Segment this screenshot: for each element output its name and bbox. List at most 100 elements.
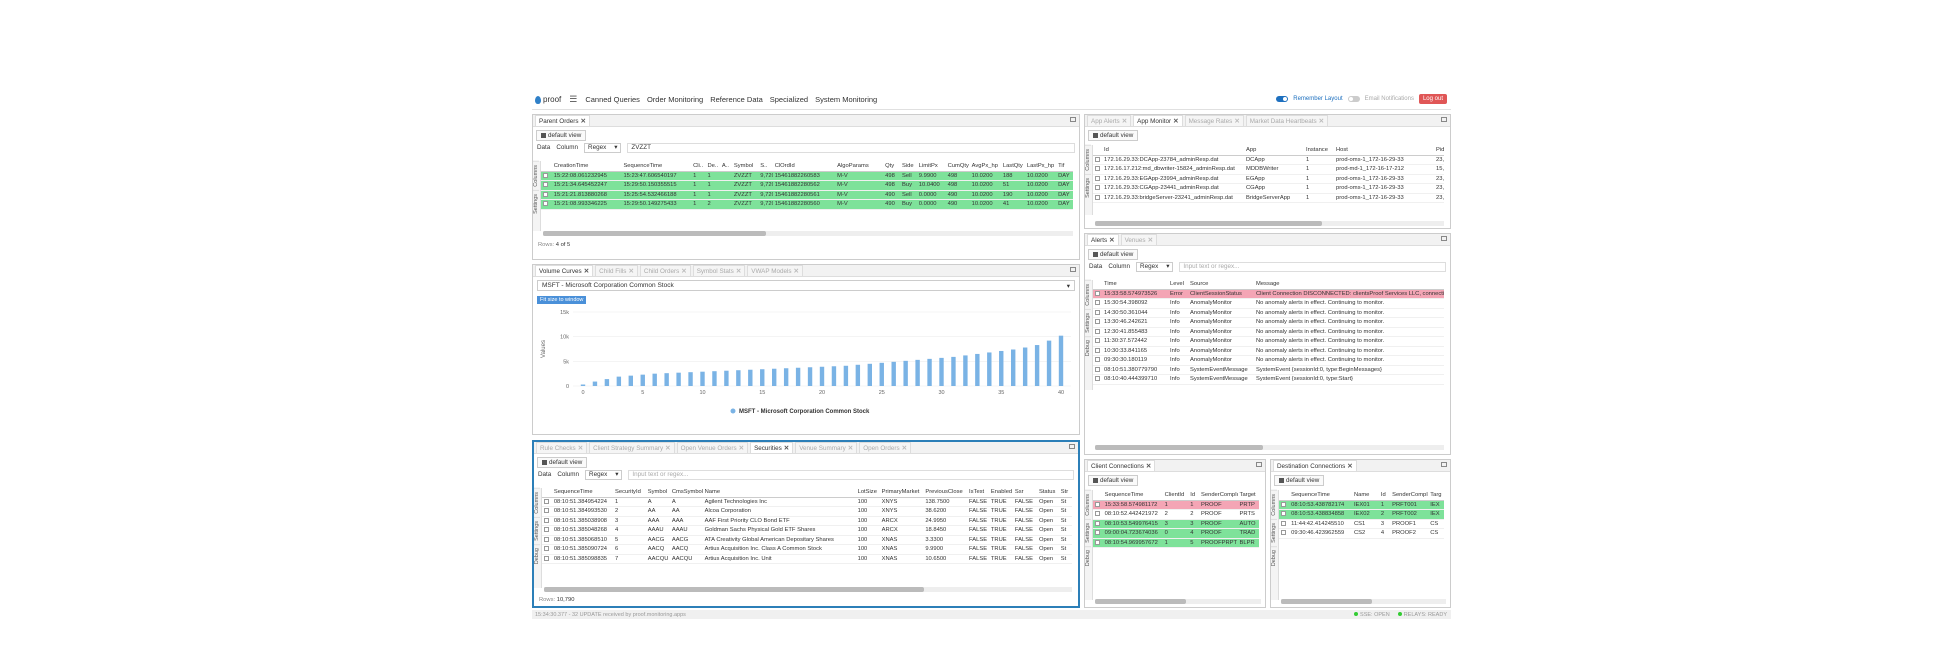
filter-input[interactable]: Input text or regex... [1179,261,1446,272]
tab-destination-connections[interactable]: Destination Connections ✕ [1273,460,1357,471]
close-icon[interactable]: ✕ [1121,118,1128,125]
table-row[interactable]: 08:10:51.385068510 5 AACG AACG ATA Creativit… [542,535,1072,545]
menu-canned-queries[interactable]: Canned Queries [585,95,640,104]
column-header[interactable]: Side [899,162,917,172]
table-row[interactable]: 08:10:51.385090724 6 AACQ AACQ Artius Acquis… [542,544,1072,555]
column-header[interactable]: Str [1058,488,1072,498]
column-header[interactable]: SequenceTime [1289,491,1352,501]
row-checkbox[interactable] [543,201,548,207]
table-row[interactable]: 15:22:08.061232945 15:23:47.606540197 1 1 ZV… [541,171,1073,181]
table-row[interactable]: 08:10:51.384954224 1 A A Agilent Technologie… [542,497,1072,507]
data-menu[interactable]: Data [538,471,552,478]
close-icon[interactable]: ✕ [1347,463,1353,470]
column-header[interactable]: Cli.. [691,162,706,172]
row-checkbox[interactable] [544,527,549,533]
email-notifications-toggle[interactable] [1347,96,1360,102]
close-icon[interactable]: ✕ [735,268,742,275]
tab-volume-curves[interactable]: Volume Curves ✕ [535,265,594,276]
table-row[interactable]: 09:30:30.180119 Info AnomalyMonitor No anom… [1093,355,1444,366]
table-row[interactable]: 15:21:08.993346225 15:29:50.149275433 1 2 ZV… [541,199,1073,210]
column-header[interactable]: Target [1237,491,1259,501]
column-header[interactable]: AlgoParams [835,162,884,172]
tab-alerts[interactable]: Alerts ✕ [1087,234,1119,245]
table-row[interactable]: 08:10:53.549976415 3 3 PROOF AUTO [1093,519,1259,529]
horizontal-scrollbar[interactable] [1095,221,1444,226]
row-checkbox[interactable] [1095,328,1100,334]
maximize-icon[interactable] [1441,462,1447,467]
row-checkbox[interactable] [1095,290,1100,296]
data-menu[interactable]: Data [537,144,551,151]
table-row[interactable]: 14:30:50.361044 Info AnomalyMonitor No anom… [1093,308,1444,318]
column-menu[interactable]: Column [1108,263,1131,270]
table-row[interactable]: 08:10:52.442421972 2 2 PROOF PRTS [1093,509,1259,520]
row-checkbox[interactable] [1095,347,1100,353]
table-row[interactable]: 08:10:40.444399710 Info SystemEventMessage… [1093,374,1444,385]
row-checkbox[interactable] [544,546,549,552]
column-header[interactable]: Instance [1304,146,1334,156]
column-header[interactable]: CumQty [945,162,970,172]
column-header[interactable]: Level [1168,280,1188,290]
column-header[interactable]: Id [1102,146,1244,156]
regex-select[interactable]: Regex ▾ [1136,261,1174,272]
debug-side-tab[interactable]: Debug [1271,545,1277,569]
table-row[interactable]: 15:21:21.813880268 15:25:54.532466188 1 1 ZV… [541,190,1073,200]
column-header[interactable]: PrimaryMarket [879,488,924,498]
menu-order-monitoring[interactable]: Order Monitoring [646,95,704,104]
column-header[interactable]: LimitPx [916,162,946,172]
column-header[interactable]: SequenceTime [551,488,614,498]
debug-side-tab[interactable]: Debug [1085,335,1091,359]
settings-side-tab[interactable]: Settings [534,516,540,544]
column-header[interactable]: SenderCompId [1390,491,1429,501]
row-checkbox[interactable] [1095,530,1100,536]
close-icon[interactable]: ✕ [1147,237,1154,244]
row-checkbox[interactable] [1095,185,1100,191]
close-icon[interactable]: ✕ [847,445,854,452]
menu-reference-data[interactable]: Reference Data [710,95,763,104]
column-header[interactable]: Qty [883,162,900,172]
settings-side-tab[interactable]: Settings [1271,518,1277,546]
filter-input[interactable]: Input text or regex... [628,469,1074,480]
settings-side-tab[interactable]: Settings [1085,518,1091,546]
column-header[interactable]: Id [1378,491,1391,501]
column-header[interactable]: CmsSymbol [669,488,703,498]
row-checkbox[interactable] [544,517,549,523]
view-selector[interactable]: default view [537,457,588,468]
close-icon[interactable]: ✕ [577,445,584,452]
table-row[interactable]: 15:21:34.645452247 15:29:50.150355515 1 1 ZV… [541,180,1073,191]
row-checkbox[interactable] [544,508,549,514]
column-header[interactable]: LotSize [855,488,880,498]
horizontal-scrollbar[interactable] [1281,599,1446,604]
data-menu[interactable]: Data [1089,263,1103,270]
row-checkbox[interactable] [543,191,548,197]
settings-side-tab[interactable]: Settings [1085,308,1091,336]
table-row[interactable]: 11:30:37.572442 Info AnomalyMonitor No anom… [1093,336,1444,347]
remember-layout-toggle[interactable] [1276,96,1289,102]
table-row[interactable]: 09:00:04.723674036 0 4 PROOF TRAD [1093,528,1259,539]
column-header[interactable]: Symbol [731,162,759,172]
table-row[interactable]: 08:10:54.969957672 1 5 PROOFPRPT BLPR [1093,538,1259,548]
column-header[interactable]: Name [1351,491,1379,501]
row-checkbox[interactable] [1095,501,1100,507]
view-selector[interactable]: default view [1088,249,1139,260]
column-header[interactable]: ClientId [1162,491,1189,501]
column-menu[interactable]: Column [557,471,580,478]
view-selector[interactable]: default view [536,130,587,141]
row-checkbox[interactable] [1095,366,1100,372]
column-header[interactable]: Id [1188,491,1199,501]
filter-input[interactable]: ZVZZT [627,142,1075,153]
column-header[interactable]: De.. [705,162,720,172]
table-row[interactable]: 09:30:46.423962559 CS2 4 PROOF2 CS [1279,528,1444,539]
row-checkbox[interactable] [1281,530,1286,536]
close-icon[interactable]: ✕ [681,268,687,275]
menu-specialized[interactable]: Specialized [769,95,809,104]
column-header[interactable]: A.. [719,162,732,172]
row-checkbox[interactable] [543,172,548,178]
tab-securities[interactable]: Securities ✕ [750,442,794,453]
table-row[interactable]: 08:10:53.438834858 IEX02 2 PRFT002 IEX [1279,509,1444,520]
table-row[interactable]: 15:30:54.398092 Info AnomalyMonitor No anom… [1093,298,1444,309]
view-selector[interactable]: default view [1088,475,1139,486]
column-header[interactable]: Host [1334,146,1434,156]
close-icon[interactable]: ✕ [793,268,799,275]
column-header[interactable]: ClOrdId [772,162,836,172]
maximize-icon[interactable] [1441,117,1447,122]
